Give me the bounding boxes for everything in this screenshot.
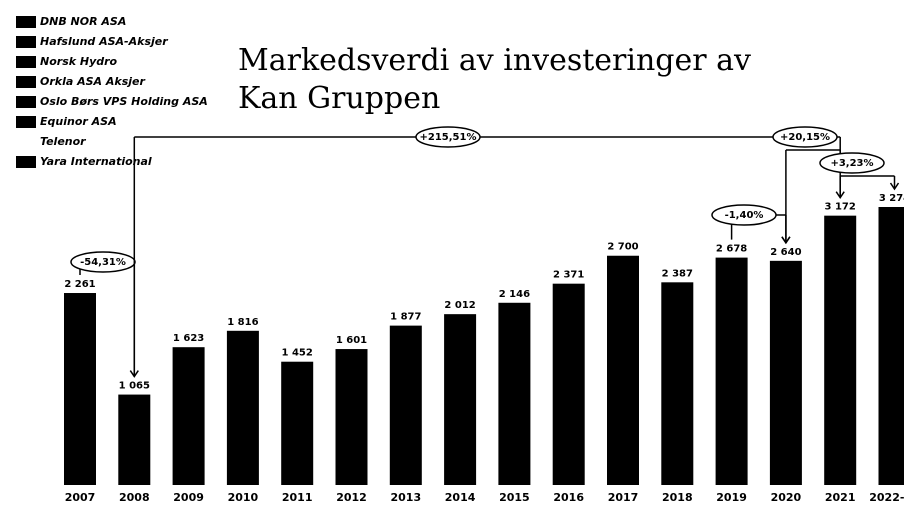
bar bbox=[335, 349, 368, 485]
legend-label: Orkla ASA Aksjer bbox=[40, 75, 145, 88]
x-tick-label: 2010 bbox=[228, 491, 259, 504]
bar bbox=[715, 257, 748, 485]
value-label: 1 623 bbox=[173, 333, 204, 344]
bar bbox=[824, 215, 857, 486]
value-label: 1 452 bbox=[282, 348, 313, 359]
legend-swatch bbox=[16, 36, 36, 48]
value-label: 3 274 bbox=[879, 193, 904, 204]
value-label: 2 146 bbox=[499, 289, 530, 300]
annotation: +3,23% bbox=[830, 158, 873, 169]
x-tick-label: 2013 bbox=[390, 491, 421, 504]
x-tick-label: 2011 bbox=[282, 491, 313, 504]
legend-label: DNB NOR ASA bbox=[40, 15, 126, 28]
legend-label: Telenor bbox=[40, 135, 86, 148]
value-label: 2 387 bbox=[662, 268, 693, 279]
value-label: 2 678 bbox=[716, 244, 747, 255]
annotation-bubble bbox=[711, 204, 777, 226]
value-label: 2 700 bbox=[607, 242, 638, 253]
value-label: 2 371 bbox=[553, 270, 584, 281]
annotation: +215,51% bbox=[420, 132, 477, 143]
arrow-head bbox=[781, 236, 791, 245]
chart-title: Markedsverdi av investeringer av bbox=[238, 43, 751, 78]
x-tick-label: 2017 bbox=[608, 491, 639, 504]
x-tick-label: 2009 bbox=[173, 491, 204, 504]
value-label: 2 012 bbox=[444, 300, 475, 311]
value-label: 1 065 bbox=[119, 381, 150, 392]
bar bbox=[389, 325, 422, 485]
bar bbox=[769, 260, 802, 485]
x-tick-label: 2022-03 bbox=[869, 491, 904, 504]
x-tick-label: 2021 bbox=[825, 491, 856, 504]
legend-swatch bbox=[16, 116, 36, 128]
x-tick-label: 2008 bbox=[119, 491, 150, 504]
bar bbox=[607, 255, 639, 485]
annotation: +20,15% bbox=[780, 132, 830, 143]
arrow-head bbox=[835, 191, 845, 200]
legend-label: Hafslund ASA-Aksjer bbox=[40, 35, 168, 48]
legend-label: Oslo Børs VPS Holding ASA bbox=[40, 95, 208, 108]
value-label: 1 877 bbox=[390, 312, 421, 323]
legend-swatch bbox=[16, 76, 36, 88]
annotation: -54,31% bbox=[80, 257, 126, 268]
value-label: 3 172 bbox=[825, 202, 856, 213]
x-tick-label: 2020 bbox=[771, 491, 802, 504]
legend-label: Yara International bbox=[40, 155, 152, 168]
bar bbox=[552, 283, 585, 485]
x-tick-label: 2016 bbox=[553, 491, 584, 504]
bar bbox=[444, 314, 477, 485]
value-label: 1 601 bbox=[336, 335, 367, 346]
legend-swatch bbox=[16, 16, 36, 28]
arrow-head bbox=[889, 182, 900, 191]
annotation-bubble bbox=[415, 126, 481, 148]
bar bbox=[172, 347, 205, 485]
value-label: 1 816 bbox=[227, 317, 258, 328]
x-tick-label: 2019 bbox=[716, 491, 747, 504]
annotation-bubble bbox=[772, 126, 838, 148]
chart-title: Kan Gruppen bbox=[238, 81, 440, 116]
legend-swatch bbox=[16, 156, 36, 168]
value-label: 2 261 bbox=[64, 279, 95, 290]
legend-swatch bbox=[16, 56, 36, 68]
x-tick-label: 2015 bbox=[499, 491, 530, 504]
annotation: -1,40% bbox=[725, 210, 764, 221]
legend-label: Norsk Hydro bbox=[40, 55, 118, 68]
annotation-bubble bbox=[819, 152, 885, 174]
x-tick-label: 2018 bbox=[662, 491, 693, 504]
bar bbox=[498, 302, 531, 485]
bar bbox=[118, 394, 151, 485]
x-tick-label: 2014 bbox=[445, 491, 476, 504]
bar bbox=[878, 207, 904, 485]
x-tick-label: 2012 bbox=[336, 491, 367, 504]
value-label: 2 640 bbox=[770, 247, 801, 258]
legend-swatch bbox=[16, 96, 36, 108]
legend-label: Equinor ASA bbox=[40, 115, 117, 128]
bar bbox=[281, 361, 314, 485]
bar bbox=[226, 330, 259, 485]
bar bbox=[661, 282, 694, 485]
bar bbox=[64, 293, 96, 485]
x-tick-label: 2007 bbox=[65, 491, 96, 504]
